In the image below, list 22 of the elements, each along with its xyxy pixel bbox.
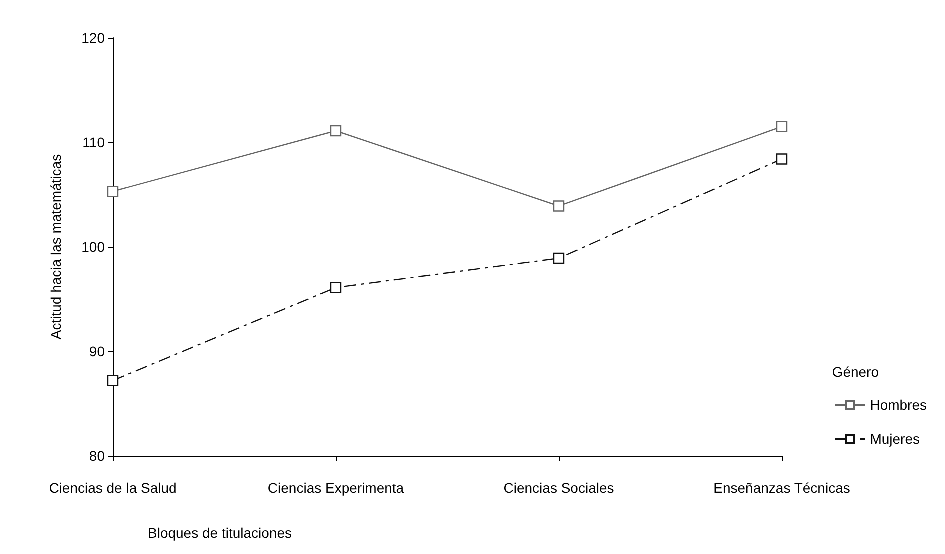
y-tick-label: 90 bbox=[89, 344, 106, 360]
legend-label: Hombres bbox=[870, 397, 928, 413]
x-tick-label: Ciencias Experimenta bbox=[268, 480, 404, 496]
point bbox=[107, 375, 119, 386]
point bbox=[553, 200, 565, 212]
legend-title: Género bbox=[832, 364, 880, 380]
point bbox=[330, 125, 342, 137]
y-tick-label: 120 bbox=[82, 30, 106, 46]
x-tick-label: Enseñanzas Técnicas bbox=[714, 480, 850, 496]
point bbox=[553, 252, 565, 264]
y-axis-title: Actitud hacia las matemáticas bbox=[48, 154, 64, 340]
point bbox=[107, 186, 119, 198]
x-tick-label: Ciencias Sociales bbox=[504, 480, 614, 496]
x-axis-title: Bloques de titulaciones bbox=[148, 525, 292, 541]
legend-label: Mujeres bbox=[870, 431, 920, 447]
y-tick-label: 80 bbox=[89, 448, 106, 464]
point bbox=[330, 282, 342, 294]
point bbox=[776, 154, 788, 165]
y-tick-label: 100 bbox=[82, 239, 106, 255]
point bbox=[776, 121, 788, 132]
x-tick-label: Ciencias de la Salud bbox=[49, 480, 177, 496]
y-tick-label: 110 bbox=[82, 134, 106, 150]
